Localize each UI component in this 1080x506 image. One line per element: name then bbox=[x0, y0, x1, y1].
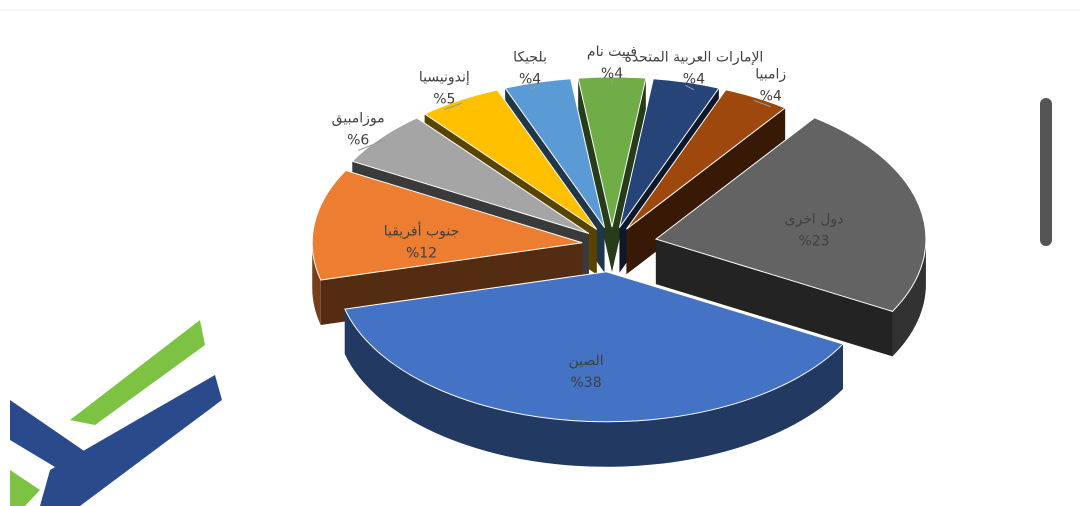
value-label: %23 bbox=[798, 233, 829, 249]
value-label: %5 bbox=[433, 91, 455, 107]
leader-line bbox=[685, 84, 695, 91]
slice-wall bbox=[655, 239, 893, 357]
value-label: %4 bbox=[683, 72, 705, 88]
slice bbox=[618, 78, 720, 228]
value-label: %4 bbox=[760, 89, 782, 105]
value-label: %4 bbox=[601, 66, 623, 82]
slice bbox=[423, 89, 598, 230]
logo-stripe bbox=[40, 375, 222, 506]
slice bbox=[344, 271, 844, 423]
logo-stripe bbox=[10, 470, 40, 506]
logo bbox=[10, 320, 222, 506]
slice-label: فييت نام bbox=[587, 44, 637, 60]
logo-stripe bbox=[10, 400, 90, 470]
slice bbox=[504, 78, 606, 228]
slice-label: جنوب أفريقيا bbox=[384, 221, 460, 239]
value-label: %12 bbox=[406, 245, 437, 261]
slice-label: زامبيا bbox=[755, 67, 786, 83]
leader-line bbox=[358, 139, 386, 151]
slice bbox=[311, 169, 583, 281]
slice-label: الإمارات العربية المتحدة bbox=[625, 50, 764, 66]
slice-label: إندونيسيا bbox=[419, 69, 470, 85]
value-label: %4 bbox=[519, 72, 541, 88]
slice bbox=[351, 117, 590, 235]
slice-side bbox=[892, 239, 926, 357]
logo-stripe bbox=[70, 320, 205, 425]
slice-label: موزامبيق bbox=[332, 110, 385, 126]
slice-side bbox=[344, 309, 843, 467]
slice-label: بلجيكا bbox=[513, 50, 547, 66]
slice-label: الصين bbox=[568, 353, 603, 369]
scrollbar[interactable] bbox=[1040, 98, 1052, 246]
leader-line bbox=[529, 84, 539, 91]
slice bbox=[577, 76, 647, 228]
slice bbox=[626, 89, 787, 230]
slice-group bbox=[654, 117, 927, 357]
leader-line bbox=[444, 102, 463, 110]
value-label: %38 bbox=[570, 375, 601, 391]
slice bbox=[654, 117, 927, 312]
leader-line bbox=[753, 99, 771, 108]
slice-label: دول اخرى bbox=[785, 211, 844, 227]
slice-group bbox=[344, 271, 844, 467]
value-label: %6 bbox=[347, 132, 369, 148]
